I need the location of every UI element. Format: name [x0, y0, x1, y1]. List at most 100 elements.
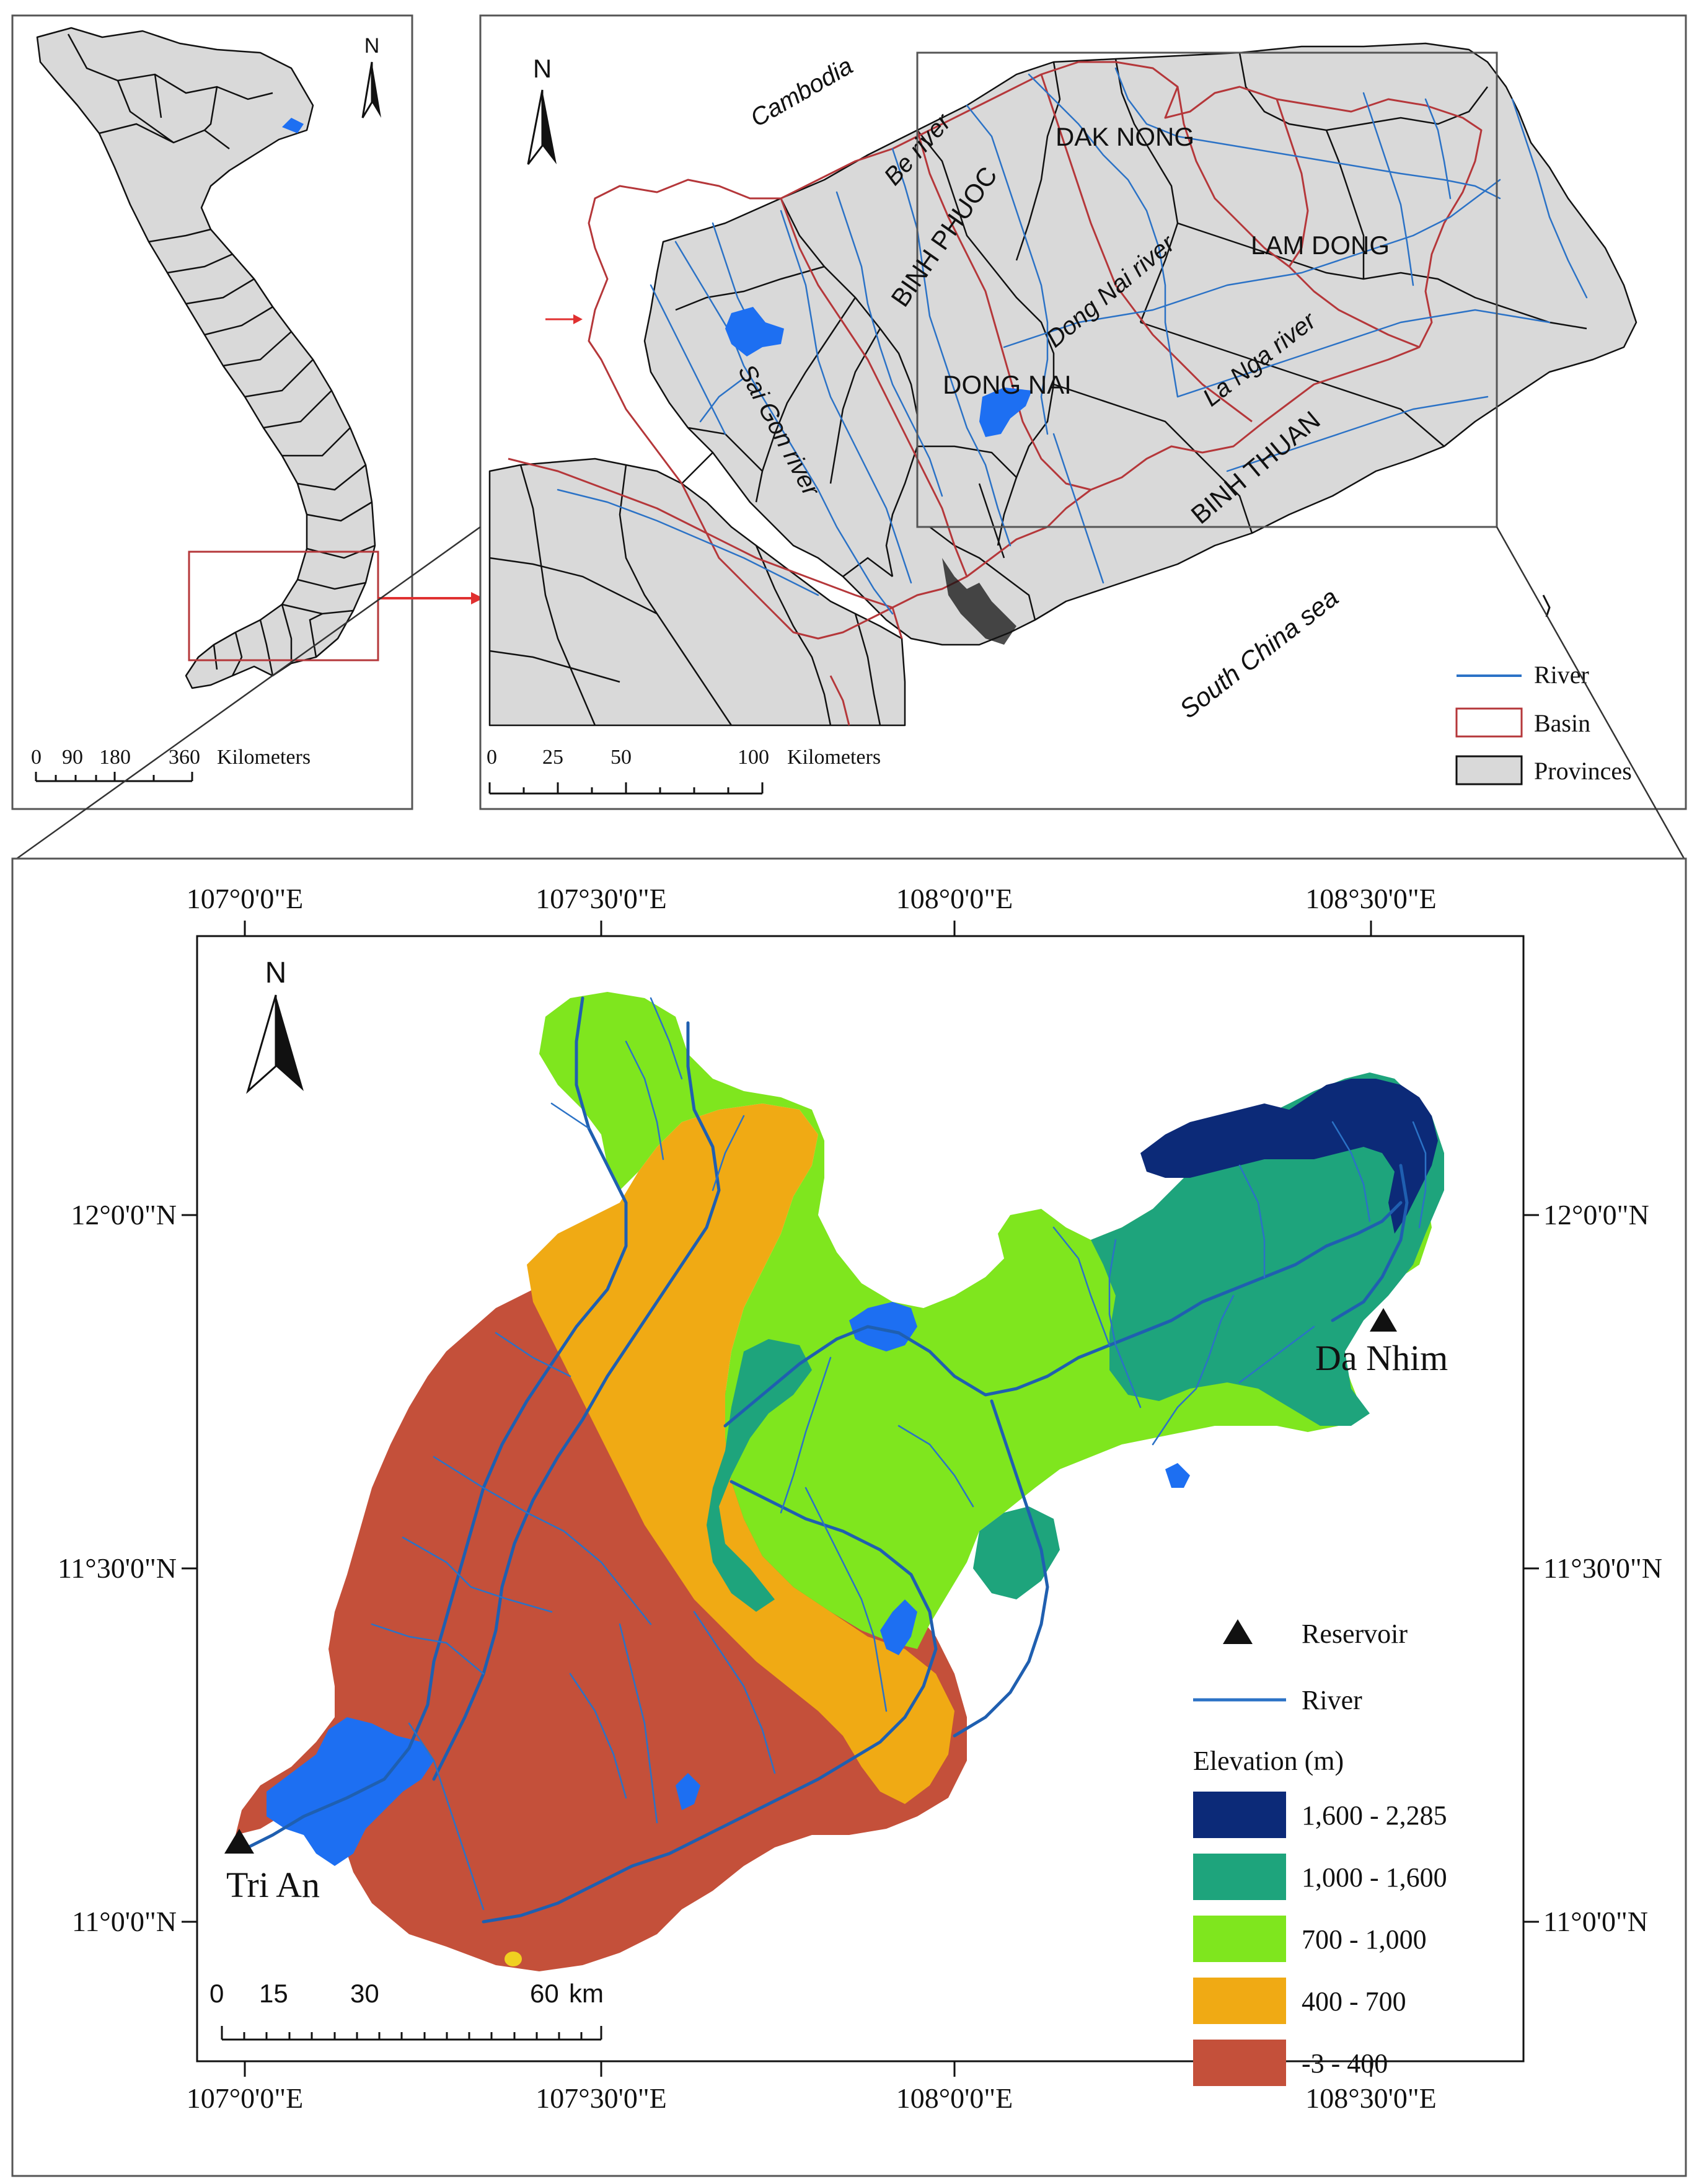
- region-scale-tick-1: 25: [542, 746, 563, 769]
- legend-class-5-label: -3 - 400: [1302, 2048, 1388, 2079]
- zone-high-elevation-south: [973, 1506, 1060, 1599]
- region-basin-boundary: [588, 61, 1483, 640]
- region-scale-unit: Kilometers: [787, 746, 881, 769]
- elevation-legend: Reservoir River Elevation (m) 1,600 - 2,…: [1193, 1619, 1447, 2086]
- legend-reservoir-label: Reservoir: [1302, 1619, 1408, 1649]
- vietnam-scale-tick-2: 180: [99, 746, 131, 769]
- lake-east: [1165, 1463, 1190, 1488]
- legend-class-4-swatch: [1193, 1978, 1286, 2024]
- label-lam-dong: LAM DONG: [1251, 231, 1390, 260]
- lon-top-107-30: 107°30'0"E: [536, 883, 667, 914]
- lon-bottom-108-0: 108°0'0"E: [896, 2082, 1013, 2114]
- legend-elevation-title: Elevation (m): [1193, 1746, 1344, 1776]
- lon-bottom-107-0: 107°0'0"E: [187, 2082, 304, 2114]
- elevation-scale-tick-1: 15: [259, 1979, 288, 2008]
- region-coast-islands: [942, 558, 1016, 645]
- legend-provinces-label: Provinces: [1534, 757, 1632, 785]
- region-scale-tick-2: 50: [610, 746, 632, 769]
- vietnam-provinces-north: [67, 33, 376, 615]
- region-north-arrow-fill: [542, 90, 557, 164]
- region-island-mark: [1542, 595, 1551, 617]
- lat-right-11-0: 11°0'0"N: [1543, 1906, 1648, 1937]
- region-scale-tick-0: 0: [487, 746, 497, 769]
- zone-mid-low-elevation: [527, 1103, 954, 1804]
- tri-an-reservoir-icon: [224, 1829, 254, 1854]
- elevation-scale-unit: km: [569, 1979, 604, 2008]
- region-tri-an-lake-left: [725, 307, 784, 356]
- lon-top-107-0: 107°0'0"E: [187, 883, 304, 914]
- vietnam-north-label: N: [364, 34, 380, 58]
- elevation-north-arrow-fill: [276, 995, 304, 1091]
- legend-class-3-swatch: [1193, 1916, 1286, 1962]
- vietnam-scale-unit: Kilometers: [217, 746, 311, 769]
- legend-class-1-swatch: [1193, 1792, 1286, 1838]
- lon-top-108-0: 108°0'0"E: [896, 883, 1013, 914]
- region-scale-tick-3: 100: [738, 746, 769, 769]
- elevation-panel: Da Nhim Tri An N 107°0'0"E 107°30'0"E 10…: [11, 857, 1687, 2177]
- zone-high-elevation-west: [707, 1339, 812, 1612]
- region-tri-an-lake: [979, 387, 1032, 437]
- tri-an-lake: [267, 1717, 434, 1866]
- region-provinces-mekong: [488, 458, 906, 727]
- elevation-rivers-main: [246, 996, 1409, 1924]
- region-sub-basin-boundaries: [508, 74, 1420, 726]
- elevation-scale-bar: 0 15 30 60 km: [209, 1979, 604, 2041]
- region-north-label: N: [533, 54, 552, 83]
- vietnam-scale-tick-3: 360: [169, 746, 200, 769]
- lake-south: [880, 1599, 917, 1655]
- zone-high-elevation: [1091, 1072, 1444, 1426]
- region-mekong-borders: [489, 464, 881, 726]
- legend-class-5-swatch: [1193, 2040, 1286, 2086]
- elevation-north-label: N: [265, 957, 287, 989]
- graticule: 107°0'0"E 107°30'0"E 108°0'0"E 108°30'0"…: [58, 883, 1662, 2114]
- elevation-scale-tick-2: 30: [350, 1979, 379, 2008]
- lon-top-108-30: 108°30'0"E: [1305, 883, 1437, 914]
- vietnam-scale-tick-0: 0: [31, 746, 42, 769]
- elevation-scale-tick-0: 0: [209, 1979, 224, 2008]
- lon-bottom-108-30: 108°30'0"E: [1305, 2082, 1437, 2114]
- vietnam-scale-tick-1: 90: [62, 746, 83, 769]
- legend-class-2-label: 1,000 - 1,600: [1302, 1862, 1447, 1893]
- zone-peak-elevation: [1140, 1079, 1438, 1234]
- vietnam-panel: N 0 90 180 360 Kilometers: [11, 14, 483, 810]
- region-legend: River Basin Provinces: [1455, 661, 1632, 785]
- lat-left-12-0: 12°0'0"N: [71, 1199, 177, 1231]
- lat-left-11-30: 11°30'0"N: [58, 1552, 177, 1584]
- legend-reservoir-icon: [1223, 1619, 1253, 1644]
- da-nhim-label: Da Nhim: [1315, 1338, 1448, 1378]
- legend-river-text: River: [1302, 1685, 1362, 1715]
- region-pointer-arrow: [573, 314, 583, 324]
- region-rivers: [557, 67, 1588, 615]
- vietnam-north-arrow-fill: [372, 62, 381, 118]
- region-extent-box: [916, 51, 1498, 528]
- vietnam-provinces-south: [213, 604, 323, 676]
- lon-bottom-107-30: 107°30'0"E: [536, 2082, 667, 2114]
- study-area-inset-box: [188, 550, 379, 661]
- legend-class-4-label: 400 - 700: [1302, 1986, 1406, 2017]
- legend-class-3-label: 700 - 1,000: [1302, 1924, 1427, 1955]
- region-panel: N Cambodia Be river DAK NONG BINH PHUOC …: [479, 14, 1687, 810]
- legend-provinces-symbol: [1455, 755, 1523, 785]
- label-dak-nong: DAK NONG: [1056, 122, 1194, 151]
- da-nhim-reservoir-icon: [1370, 1308, 1397, 1332]
- lake-north: [849, 1302, 917, 1351]
- elevation-scale-tick-3: 60: [530, 1979, 559, 2008]
- tri-an-label: Tri An: [226, 1865, 320, 1905]
- zone-mid-elevation: [539, 992, 1432, 1649]
- legend-class-1-label: 1,600 - 2,285: [1302, 1800, 1447, 1831]
- legend-basin-symbol: [1455, 707, 1523, 738]
- label-dong-nai: DONG NAI: [943, 370, 1072, 399]
- vietnam-scale-bar: 0 90 180 360 Kilometers: [31, 746, 311, 782]
- lake-southwest: [676, 1773, 700, 1810]
- elevation-rivers-tributaries: [371, 997, 1427, 1911]
- lat-right-11-30: 11°30'0"N: [1543, 1552, 1662, 1584]
- lat-right-12-0: 12°0'0"N: [1543, 1199, 1649, 1231]
- legend-class-2-swatch: [1193, 1854, 1286, 1900]
- legend-basin-label: Basin: [1534, 709, 1590, 737]
- hill-spot: [505, 1952, 522, 1966]
- ha-long-islands: [282, 118, 304, 133]
- connector-left: [12, 526, 481, 863]
- connector-right: [1496, 526, 1687, 862]
- lat-left-11-0: 11°0'0"N: [72, 1906, 177, 1937]
